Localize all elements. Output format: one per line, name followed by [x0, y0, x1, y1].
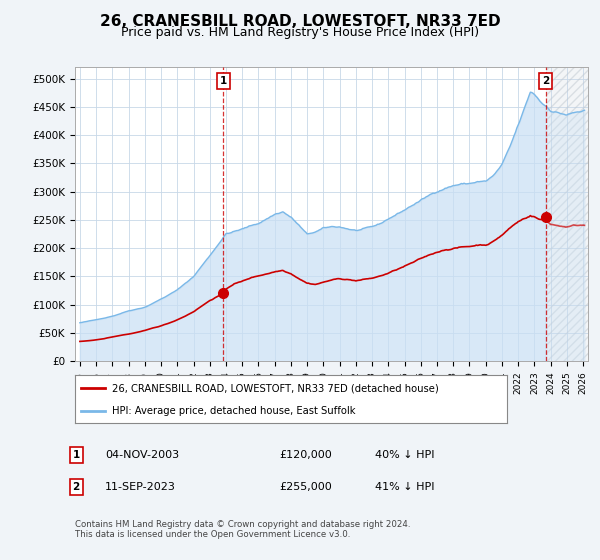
Text: 11-SEP-2023: 11-SEP-2023: [105, 482, 176, 492]
Text: 1: 1: [220, 76, 227, 86]
Text: 2: 2: [73, 482, 80, 492]
Text: 2: 2: [542, 76, 550, 86]
Text: 41% ↓ HPI: 41% ↓ HPI: [375, 482, 434, 492]
Text: 26, CRANESBILL ROAD, LOWESTOFT, NR33 7ED: 26, CRANESBILL ROAD, LOWESTOFT, NR33 7ED: [100, 14, 500, 29]
Text: £255,000: £255,000: [279, 482, 332, 492]
Text: 26, CRANESBILL ROAD, LOWESTOFT, NR33 7ED (detached house): 26, CRANESBILL ROAD, LOWESTOFT, NR33 7ED…: [112, 383, 439, 393]
Text: Price paid vs. HM Land Registry's House Price Index (HPI): Price paid vs. HM Land Registry's House …: [121, 26, 479, 39]
Text: £120,000: £120,000: [279, 450, 332, 460]
Text: Contains HM Land Registry data © Crown copyright and database right 2024.
This d: Contains HM Land Registry data © Crown c…: [75, 520, 410, 539]
Text: 40% ↓ HPI: 40% ↓ HPI: [375, 450, 434, 460]
Text: HPI: Average price, detached house, East Suffolk: HPI: Average price, detached house, East…: [112, 406, 355, 416]
Text: 1: 1: [73, 450, 80, 460]
Text: 04-NOV-2003: 04-NOV-2003: [105, 450, 179, 460]
